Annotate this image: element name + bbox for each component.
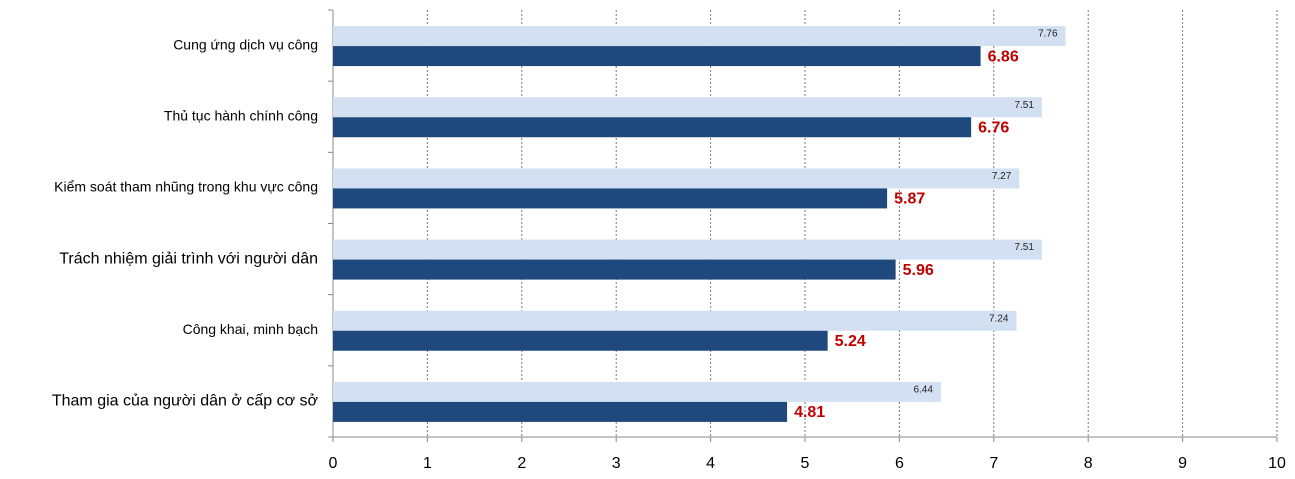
- y-tick-label: Kiểm soát tham nhũng trong khu vực công: [54, 179, 318, 195]
- bar: [333, 97, 1042, 118]
- value-label: 7.27: [992, 171, 1012, 182]
- y-tick-label: Tham gia của người dân ở cấp cơ sở: [52, 393, 319, 410]
- x-tick-label: 0: [329, 455, 338, 472]
- value-label: 5.96: [903, 262, 934, 279]
- value-label: 7.24: [989, 313, 1009, 324]
- value-label: 7.51: [1014, 242, 1034, 253]
- bar: [333, 381, 941, 402]
- x-tick-label: 5: [801, 455, 810, 472]
- value-label: 5.24: [835, 333, 866, 350]
- x-tick-label: 8: [1084, 455, 1093, 472]
- x-tick-label: 7: [989, 455, 998, 472]
- bar: [333, 401, 788, 422]
- value-label: 6.86: [988, 48, 1019, 65]
- bar: [333, 168, 1020, 189]
- y-tick-label: Thủ tục hành chính công: [164, 107, 318, 123]
- value-label: 7.51: [1014, 100, 1034, 111]
- x-tick-label: 10: [1268, 455, 1286, 472]
- x-tick-label: 3: [612, 455, 621, 472]
- bar: [333, 259, 896, 280]
- value-label: 4.81: [794, 404, 825, 421]
- bar: [333, 239, 1042, 260]
- value-label: 6.44: [913, 385, 933, 396]
- x-tick-label: 2: [517, 455, 526, 472]
- bar: [333, 46, 981, 67]
- value-label: 5.87: [894, 191, 925, 208]
- x-tick-label: 4: [706, 455, 715, 472]
- bar: [333, 117, 972, 138]
- value-label: 6.76: [978, 119, 1009, 136]
- value-label: 7.76: [1038, 29, 1058, 40]
- bar: [333, 188, 888, 209]
- bar: [333, 26, 1066, 47]
- x-tick-label: 6: [895, 455, 904, 472]
- x-tick-label: 9: [1178, 455, 1187, 472]
- y-tick-label: Công khai, minh bạch: [183, 321, 318, 337]
- bar: [333, 310, 1017, 331]
- x-tick-label: 1: [423, 455, 432, 472]
- y-tick-label: Trách nhiệm giải trình với người dân: [59, 250, 318, 267]
- bar: [333, 330, 828, 351]
- y-tick-label: Cung ứng dịch vụ công: [173, 36, 318, 52]
